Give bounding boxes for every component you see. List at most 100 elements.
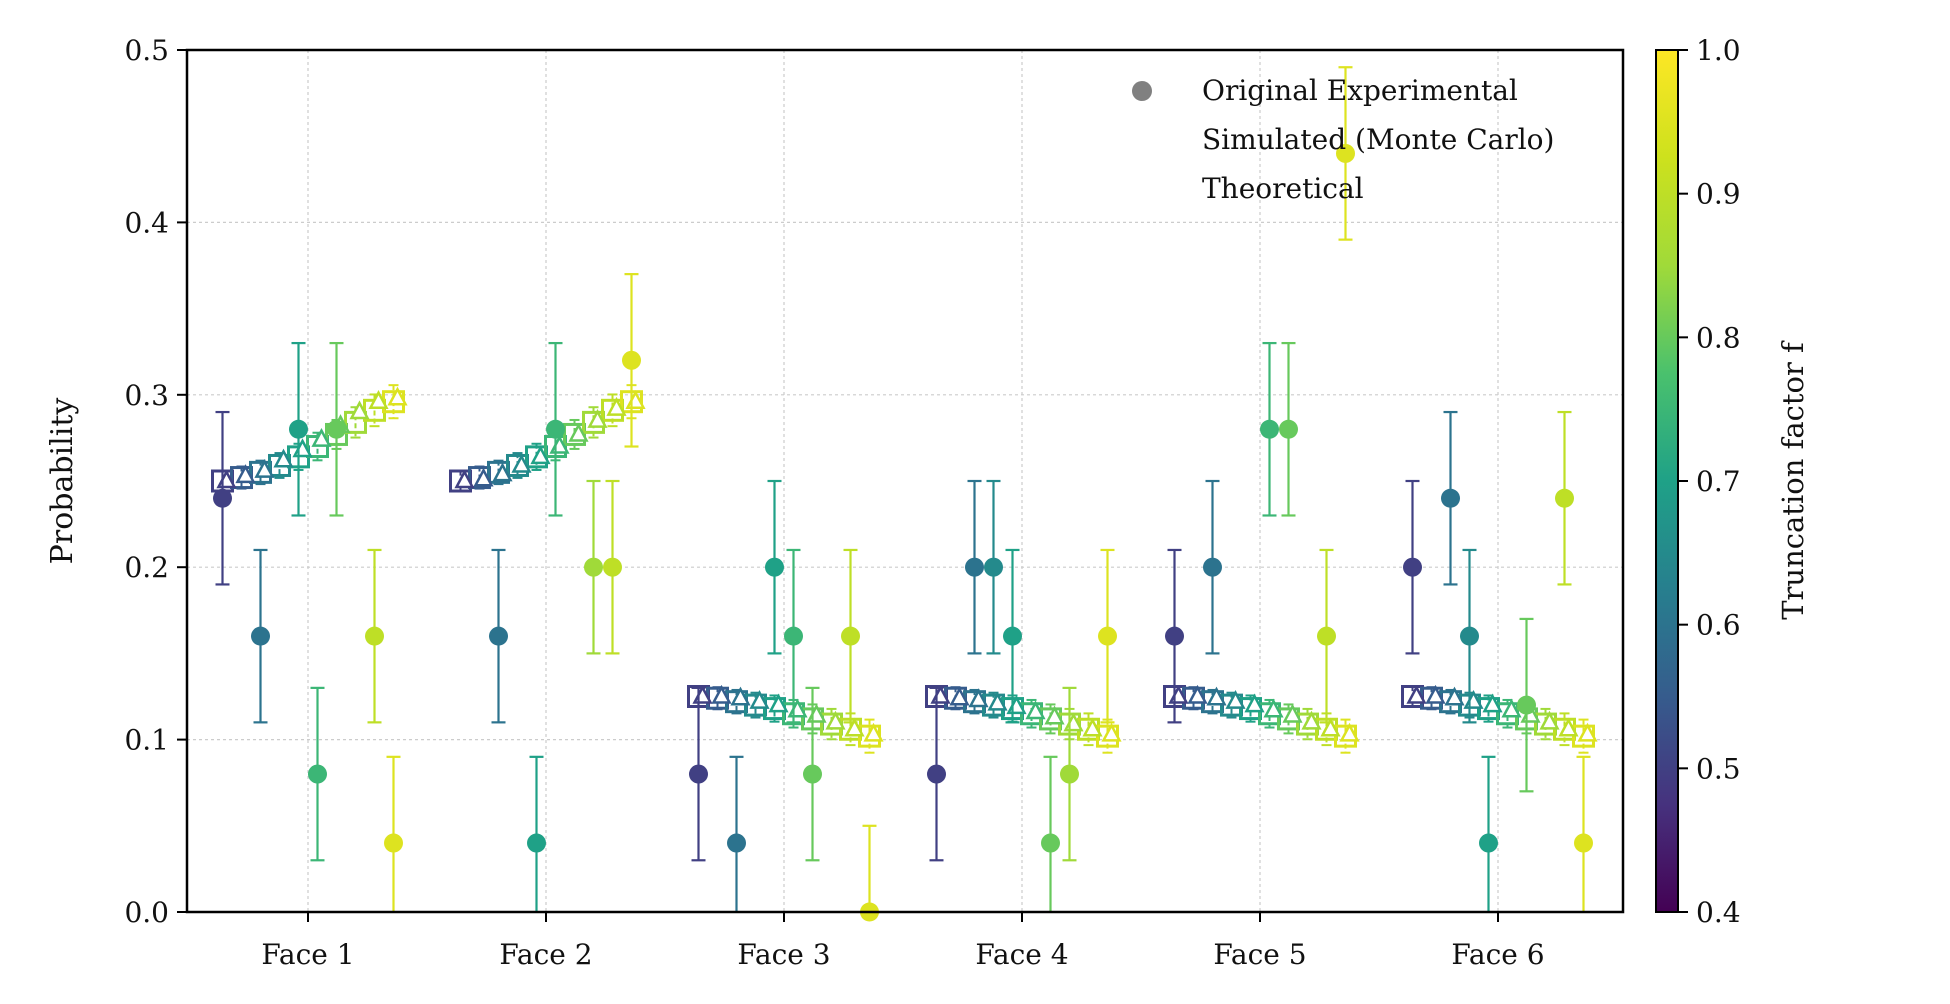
simulated-triangle xyxy=(1301,710,1322,730)
experimental-point xyxy=(1517,695,1536,715)
simulated-triangle xyxy=(825,710,846,730)
experimental-point xyxy=(308,764,327,784)
experimental-point xyxy=(727,833,746,853)
simulated-triangle xyxy=(273,448,294,468)
simulated-triangle xyxy=(1539,710,1560,730)
experimental-point xyxy=(1041,833,1060,853)
simulated-triangle xyxy=(254,458,275,478)
experimental-point xyxy=(1403,557,1422,577)
experimental-point xyxy=(384,833,403,853)
legend-label: Theoretical xyxy=(1202,172,1364,205)
simulated-triangle xyxy=(1558,717,1579,737)
experimental-point xyxy=(546,419,565,439)
colorbar-gradient xyxy=(1655,49,1679,913)
experimental-point xyxy=(1203,557,1222,577)
colorbar-tick-label: 0.8 xyxy=(1696,321,1741,354)
experimental-point xyxy=(289,419,308,439)
x-tick-label: Face 3 xyxy=(737,938,830,971)
experimental-point xyxy=(584,557,603,577)
simulated-triangle xyxy=(511,453,532,473)
experimental-point xyxy=(965,557,984,577)
experimental-point xyxy=(1098,626,1117,646)
experimental-point xyxy=(327,419,346,439)
simulated-triangle xyxy=(1044,705,1065,725)
y-tick-label: 0.0 xyxy=(124,896,169,929)
simulated-triangle xyxy=(1482,693,1503,713)
simulated-triangle xyxy=(1225,690,1246,709)
x-tick-label: Face 1 xyxy=(261,938,354,971)
simulated-triangle xyxy=(1444,686,1465,706)
legend-label: Original Experimental xyxy=(1202,74,1518,107)
simulated-triangle xyxy=(1082,717,1103,737)
legend: Original Experimental Simulated (Monte Ca… xyxy=(1132,74,1554,205)
simulated-triangle xyxy=(1320,717,1341,737)
simulated-triangle xyxy=(387,386,408,406)
simulated-triangle xyxy=(968,688,989,708)
simulated-triangle xyxy=(454,469,475,489)
experimental-point xyxy=(803,764,822,784)
experimental-point xyxy=(1574,833,1593,853)
simulated-triangle xyxy=(311,427,332,447)
simulated-triangle xyxy=(1244,693,1265,713)
simulated-triangle xyxy=(844,717,865,737)
colorbar-tick-label: 0.4 xyxy=(1696,896,1741,929)
experimental-point xyxy=(765,557,784,577)
experimental-point xyxy=(1336,143,1355,163)
axes: 0.0 0.1 0.2 0.3 0.4 0.5 Face 1 Face 2 Face 3 Face… xyxy=(124,34,1544,971)
simulated-triangle xyxy=(1339,722,1360,742)
experimental-point xyxy=(1003,626,1022,646)
y-tick-label: 0.1 xyxy=(124,724,169,757)
y-tick-label: 0.4 xyxy=(124,206,169,239)
simulated-triangle xyxy=(768,693,789,713)
simulated-triangle xyxy=(1263,698,1284,718)
simulated-triangle xyxy=(530,445,551,465)
simulated-triangle xyxy=(1282,703,1303,723)
legend-circle-marker xyxy=(1132,81,1152,101)
simulated-triangle xyxy=(730,686,751,706)
colorbar-tick-label: 1.0 xyxy=(1696,34,1741,67)
simulated-triangle xyxy=(368,390,389,409)
colorbar-tick-label: 0.6 xyxy=(1696,609,1741,642)
simulated-triangle xyxy=(749,690,770,709)
x-tick-label: Face 5 xyxy=(1213,938,1306,971)
simulated-triangle xyxy=(1101,722,1122,742)
colorbar-tick-label: 0.9 xyxy=(1696,178,1741,211)
experimental-point xyxy=(1460,626,1479,646)
experimental-point xyxy=(489,626,508,646)
colorbar-label: Truncation factor f xyxy=(1776,340,1810,620)
colorbar: 0.4 0.5 0.6 0.7 0.8 0.9 1.0 xyxy=(1655,34,1741,929)
experimental-point xyxy=(365,626,384,646)
simulated-triangle xyxy=(606,396,627,416)
simulated-triangle xyxy=(492,462,513,482)
simulated-triangle xyxy=(587,409,608,428)
simulated-triangle xyxy=(235,464,256,484)
x-tick-label: Face 4 xyxy=(975,938,1068,971)
simulated-triangle xyxy=(949,686,970,706)
plot-frame xyxy=(185,48,1625,914)
simulated-triangle xyxy=(349,400,370,420)
y-axis-label: Probability xyxy=(45,398,80,565)
simulated-triangle xyxy=(568,422,589,442)
experimental-point xyxy=(1060,764,1079,784)
simulated-triangle xyxy=(863,722,884,742)
simulated-triangle xyxy=(1187,684,1208,704)
experimental-point xyxy=(1479,833,1498,853)
y-tick-label: 0.2 xyxy=(124,551,169,584)
colorbar-tick-label: 0.7 xyxy=(1696,465,1741,498)
simulated-triangle xyxy=(987,691,1008,711)
simulated-triangle xyxy=(1501,698,1522,718)
gridlines xyxy=(187,50,1623,912)
experimental-point xyxy=(1279,419,1298,439)
simulated-triangle xyxy=(473,467,494,487)
simulated-triangle xyxy=(1406,684,1427,704)
experimental-point xyxy=(1260,419,1279,439)
experimental-point xyxy=(841,626,860,646)
x-tick-label: Face 6 xyxy=(1451,938,1544,971)
legend-label: Simulated (Monte Carlo) xyxy=(1202,123,1554,156)
experimental-point xyxy=(1317,626,1336,646)
colorbar-tick-label: 0.5 xyxy=(1696,752,1741,785)
experimental-point xyxy=(689,764,708,784)
simulated-triangle xyxy=(1577,722,1598,742)
simulated-triangle xyxy=(1425,684,1446,704)
